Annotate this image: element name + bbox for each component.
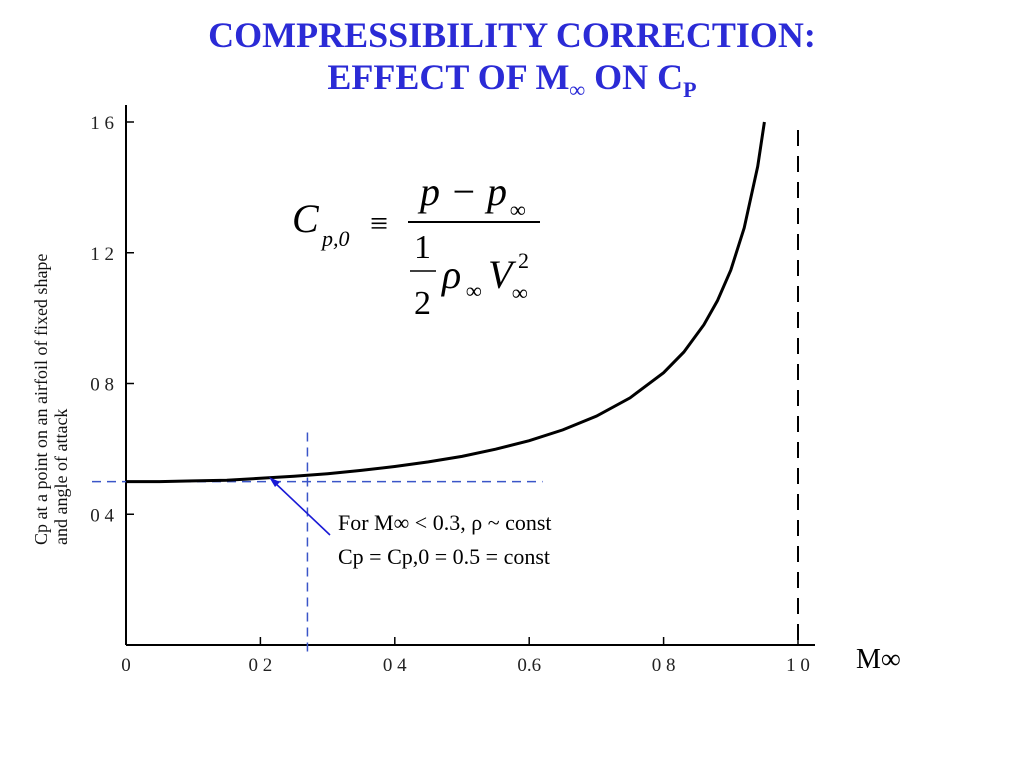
formula-v: V (488, 252, 517, 297)
title-line2-prefix: EFFECT OF M (327, 57, 570, 97)
slide-title: COMPRESSIBILITY CORRECTION: EFFECT OF M∞… (0, 14, 1024, 111)
cp-curve (126, 121, 766, 484)
y-tick-label: 0 8 (90, 375, 114, 396)
formula-half-denominator: 2 (414, 285, 431, 322)
y-axis-label: Cp at a point on an airfoil of fixed sha… (31, 254, 71, 545)
formula: C p,0 ≡ p − p ∞ 1 2 ρ ∞ V ∞ 2 (292, 169, 540, 322)
x-tick-label: 0 2 (249, 655, 273, 676)
y-tick-label: 0 4 (90, 505, 114, 526)
annotation-arrow-line (272, 480, 331, 536)
title-line1: COMPRESSIBILITY CORRECTION: (208, 15, 816, 55)
ticks: 0 0 2 0 4 0.6 0 8 1 0 0 4 0 8 1 2 1 6 (90, 113, 810, 676)
formula-v-sub: ∞ (512, 280, 528, 305)
title-line2-sub2: P (683, 77, 697, 103)
annotation-line1: For M∞ < 0.3, ρ ~ const (338, 510, 552, 535)
x-tick-label: 0 8 (652, 655, 676, 676)
y-tick-label: 1 2 (90, 244, 114, 265)
x-tick-label: 0 (121, 655, 131, 676)
annotation-line2: Cp = Cp,0 = 0.5 = const (338, 544, 550, 569)
formula-lhs-sub: p,0 (320, 226, 350, 251)
formula-v-sup: 2 (518, 248, 529, 273)
y-axis-label-line2: and angle of attack (51, 409, 71, 545)
formula-equiv: ≡ (370, 205, 388, 241)
title-line2-sub1: ∞ (569, 77, 586, 103)
x-tick-label: 1 0 (786, 655, 810, 676)
formula-rho: ρ (440, 252, 461, 297)
x-tick-label: 0.6 (517, 655, 541, 676)
y-axis-label-line1: Cp at a point on an airfoil of fixed sha… (31, 254, 51, 545)
axes (125, 105, 815, 646)
formula-lhs: C (292, 196, 320, 241)
formula-numerator: p − p (417, 169, 507, 214)
x-tick-label: 0 4 (383, 655, 407, 676)
title-line2: EFFECT OF M∞ ON CP (0, 56, 1024, 111)
formula-numerator-sub: ∞ (510, 197, 526, 222)
y-tick-label: 1 6 (90, 113, 114, 134)
formula-rho-sub: ∞ (466, 278, 482, 303)
formula-half-numerator: 1 (414, 229, 431, 266)
x-axis-label: M∞ (856, 644, 901, 675)
title-line2-mid: ON C (585, 57, 684, 97)
annotation-arrow-head (269, 477, 280, 487)
